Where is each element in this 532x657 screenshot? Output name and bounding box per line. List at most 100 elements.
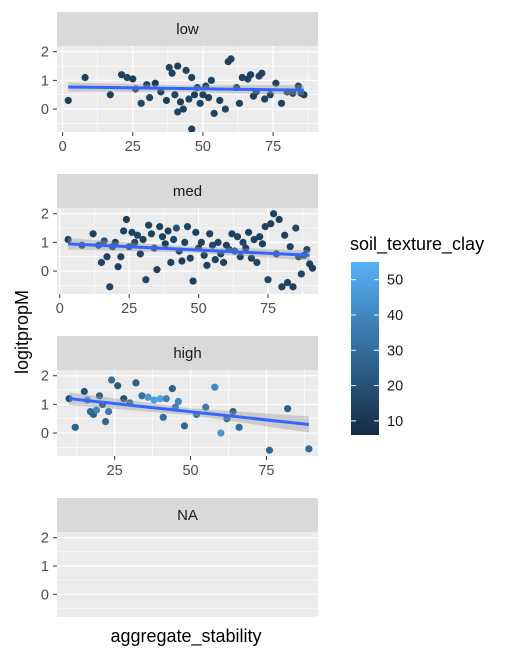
x-tick-label: 0 bbox=[59, 139, 67, 155]
data-point bbox=[132, 379, 140, 387]
data-point bbox=[150, 396, 158, 404]
data-point bbox=[297, 270, 305, 278]
data-point bbox=[258, 69, 266, 77]
data-point bbox=[216, 96, 224, 105]
data-point bbox=[242, 244, 250, 252]
y-tick-label: 1 bbox=[41, 559, 49, 575]
legend-title: soil_texture_clay bbox=[350, 234, 484, 255]
data-point bbox=[161, 240, 169, 248]
legend-tick-label: 40 bbox=[387, 308, 403, 324]
data-point bbox=[145, 221, 153, 229]
data-point bbox=[247, 254, 255, 262]
data-point bbox=[199, 91, 207, 99]
facet-panel-med: med 0 1 2 0 25 50 75 bbox=[41, 174, 318, 317]
data-point bbox=[278, 283, 286, 291]
data-point bbox=[136, 250, 144, 258]
data-point bbox=[206, 230, 214, 238]
x-tick-label: 75 bbox=[260, 301, 276, 317]
x-tick-label: 25 bbox=[107, 463, 123, 479]
data-point bbox=[174, 108, 182, 116]
color-legend: soil_texture_clay 10 20 30 40 50 bbox=[350, 234, 484, 435]
data-point bbox=[272, 79, 280, 87]
data-point bbox=[264, 276, 272, 284]
data-point bbox=[192, 228, 200, 236]
data-point bbox=[168, 69, 176, 77]
data-point bbox=[174, 397, 182, 406]
data-point bbox=[214, 238, 222, 246]
data-point bbox=[261, 95, 269, 103]
data-point bbox=[190, 91, 199, 99]
data-point bbox=[233, 233, 242, 241]
data-point bbox=[122, 215, 131, 224]
data-point bbox=[139, 235, 147, 244]
data-point bbox=[165, 63, 173, 72]
data-point bbox=[151, 79, 159, 87]
data-point bbox=[64, 235, 72, 244]
data-point bbox=[188, 125, 196, 132]
y-tick-label: 2 bbox=[41, 207, 49, 223]
data-point bbox=[156, 395, 164, 403]
panel-content bbox=[64, 210, 317, 291]
data-point bbox=[179, 105, 187, 113]
data-point bbox=[131, 238, 139, 246]
x-axis-title: aggregate_stability bbox=[110, 626, 261, 647]
panel-content bbox=[64, 55, 308, 132]
data-point bbox=[174, 62, 182, 70]
data-point bbox=[168, 385, 176, 393]
legend-colorbar bbox=[351, 262, 379, 435]
data-point bbox=[64, 96, 72, 105]
data-point bbox=[106, 283, 114, 291]
data-point bbox=[123, 73, 131, 82]
data-point bbox=[159, 413, 167, 421]
data-point bbox=[172, 224, 180, 232]
data-point bbox=[210, 109, 218, 117]
facet-strip bbox=[57, 498, 318, 532]
x-tick-label: 25 bbox=[125, 139, 141, 155]
data-point bbox=[211, 383, 219, 391]
y-tick-label: 2 bbox=[41, 45, 49, 61]
data-point bbox=[265, 446, 274, 454]
smooth-line bbox=[68, 397, 310, 426]
x-tick-label: 25 bbox=[121, 301, 137, 317]
data-point bbox=[305, 445, 313, 453]
data-point bbox=[181, 238, 189, 246]
data-point bbox=[217, 429, 225, 437]
data-point bbox=[103, 253, 111, 261]
data-point bbox=[114, 263, 122, 271]
y-tick-label: 1 bbox=[41, 73, 49, 89]
data-point bbox=[228, 230, 236, 238]
data-point bbox=[267, 220, 275, 228]
data-point bbox=[247, 71, 255, 79]
data-point bbox=[229, 407, 237, 416]
data-point bbox=[238, 73, 246, 82]
legend-tick-label: 10 bbox=[387, 414, 403, 430]
y-tick-label: 0 bbox=[41, 264, 49, 280]
legend-tick-label: 30 bbox=[387, 343, 403, 359]
data-point bbox=[138, 392, 146, 400]
data-point bbox=[261, 223, 269, 231]
data-point bbox=[203, 261, 211, 269]
data-point bbox=[236, 253, 244, 261]
data-point bbox=[308, 264, 317, 272]
facet-panel-low: low 0 1 2 0 25 50 75 bbox=[41, 12, 318, 155]
data-point bbox=[157, 88, 165, 96]
data-point bbox=[128, 228, 136, 236]
data-point bbox=[204, 94, 213, 102]
data-point bbox=[235, 423, 243, 431]
facet-strip-label: low bbox=[176, 21, 199, 38]
facet-strip-label: NA bbox=[177, 507, 198, 524]
data-point bbox=[253, 258, 261, 267]
data-point bbox=[244, 228, 253, 236]
legend-ticks: 10 20 30 40 50 bbox=[351, 273, 403, 430]
data-point bbox=[137, 99, 145, 107]
data-point bbox=[208, 241, 217, 249]
data-point bbox=[292, 224, 300, 232]
data-point bbox=[95, 392, 104, 400]
y-tick-label: 2 bbox=[41, 531, 49, 547]
x-tick-label: 50 bbox=[195, 139, 211, 155]
data-point bbox=[101, 418, 110, 426]
data-point bbox=[221, 105, 229, 113]
x-tick-label: 50 bbox=[191, 301, 207, 317]
smooth-line bbox=[68, 242, 310, 257]
